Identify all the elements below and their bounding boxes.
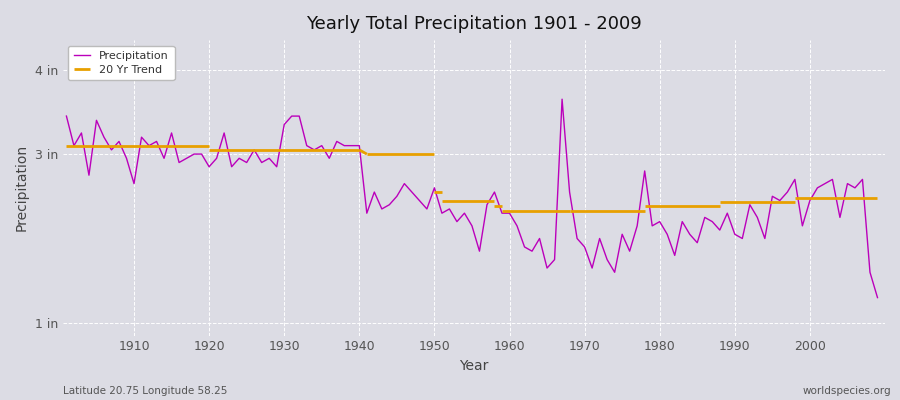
Precipitation (331, 139, 342, 144)
Precipitation (602, 257, 613, 262)
Precipitation (122, 156, 132, 161)
Precipitation (557, 97, 568, 102)
Text: worldspecies.org: worldspecies.org (803, 386, 891, 396)
Precipitation (286, 114, 297, 118)
Precipitation (61, 114, 72, 118)
Title: Yearly Total Precipitation 1901 - 2009: Yearly Total Precipitation 1901 - 2009 (306, 15, 642, 33)
Legend: Precipitation, 20 Yr Trend: Precipitation, 20 Yr Trend (68, 46, 175, 80)
Precipitation (872, 295, 883, 300)
Precipitation (497, 211, 508, 216)
Y-axis label: Precipitation: Precipitation (15, 144, 29, 232)
Precipitation (504, 211, 515, 216)
Line: Precipitation: Precipitation (67, 99, 878, 298)
Text: Latitude 20.75 Longitude 58.25: Latitude 20.75 Longitude 58.25 (63, 386, 228, 396)
20 Yr Trend (61, 143, 72, 148)
X-axis label: Year: Year (459, 359, 489, 373)
20 Yr Trend (203, 143, 214, 148)
